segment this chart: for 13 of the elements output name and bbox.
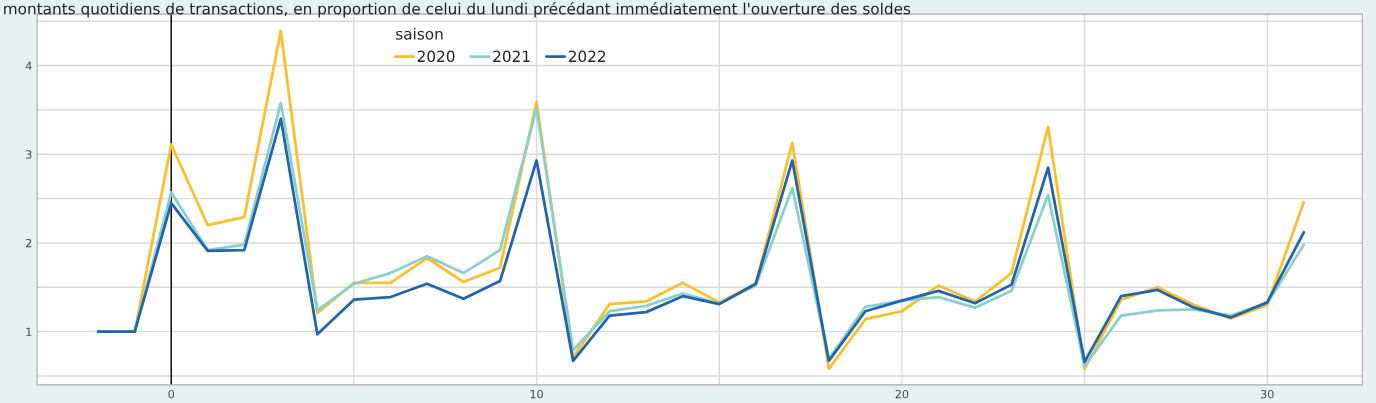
y-tick-label: 1 (26, 327, 32, 336)
legend-label: 2020 (417, 50, 455, 63)
x-tick-label: 30 (1261, 389, 1274, 399)
x-tick-label: 0 (168, 389, 175, 399)
legend-title: saison (396, 27, 443, 40)
y-tick-label: 4 (25, 61, 32, 70)
y-tick-label: 3 (26, 150, 32, 159)
legend-label: 2022 (568, 50, 606, 63)
chart-title: montants quotidiens de transactions, en proportion de celui du lundi précédant immédiatement l'ouverture des soldes (4, 2, 911, 18)
y-tick-label: 2 (26, 238, 32, 248)
legend-label: 2021 (493, 50, 530, 63)
x-tick-label: 20 (895, 389, 909, 399)
x-tick-label: 10 (530, 389, 543, 399)
